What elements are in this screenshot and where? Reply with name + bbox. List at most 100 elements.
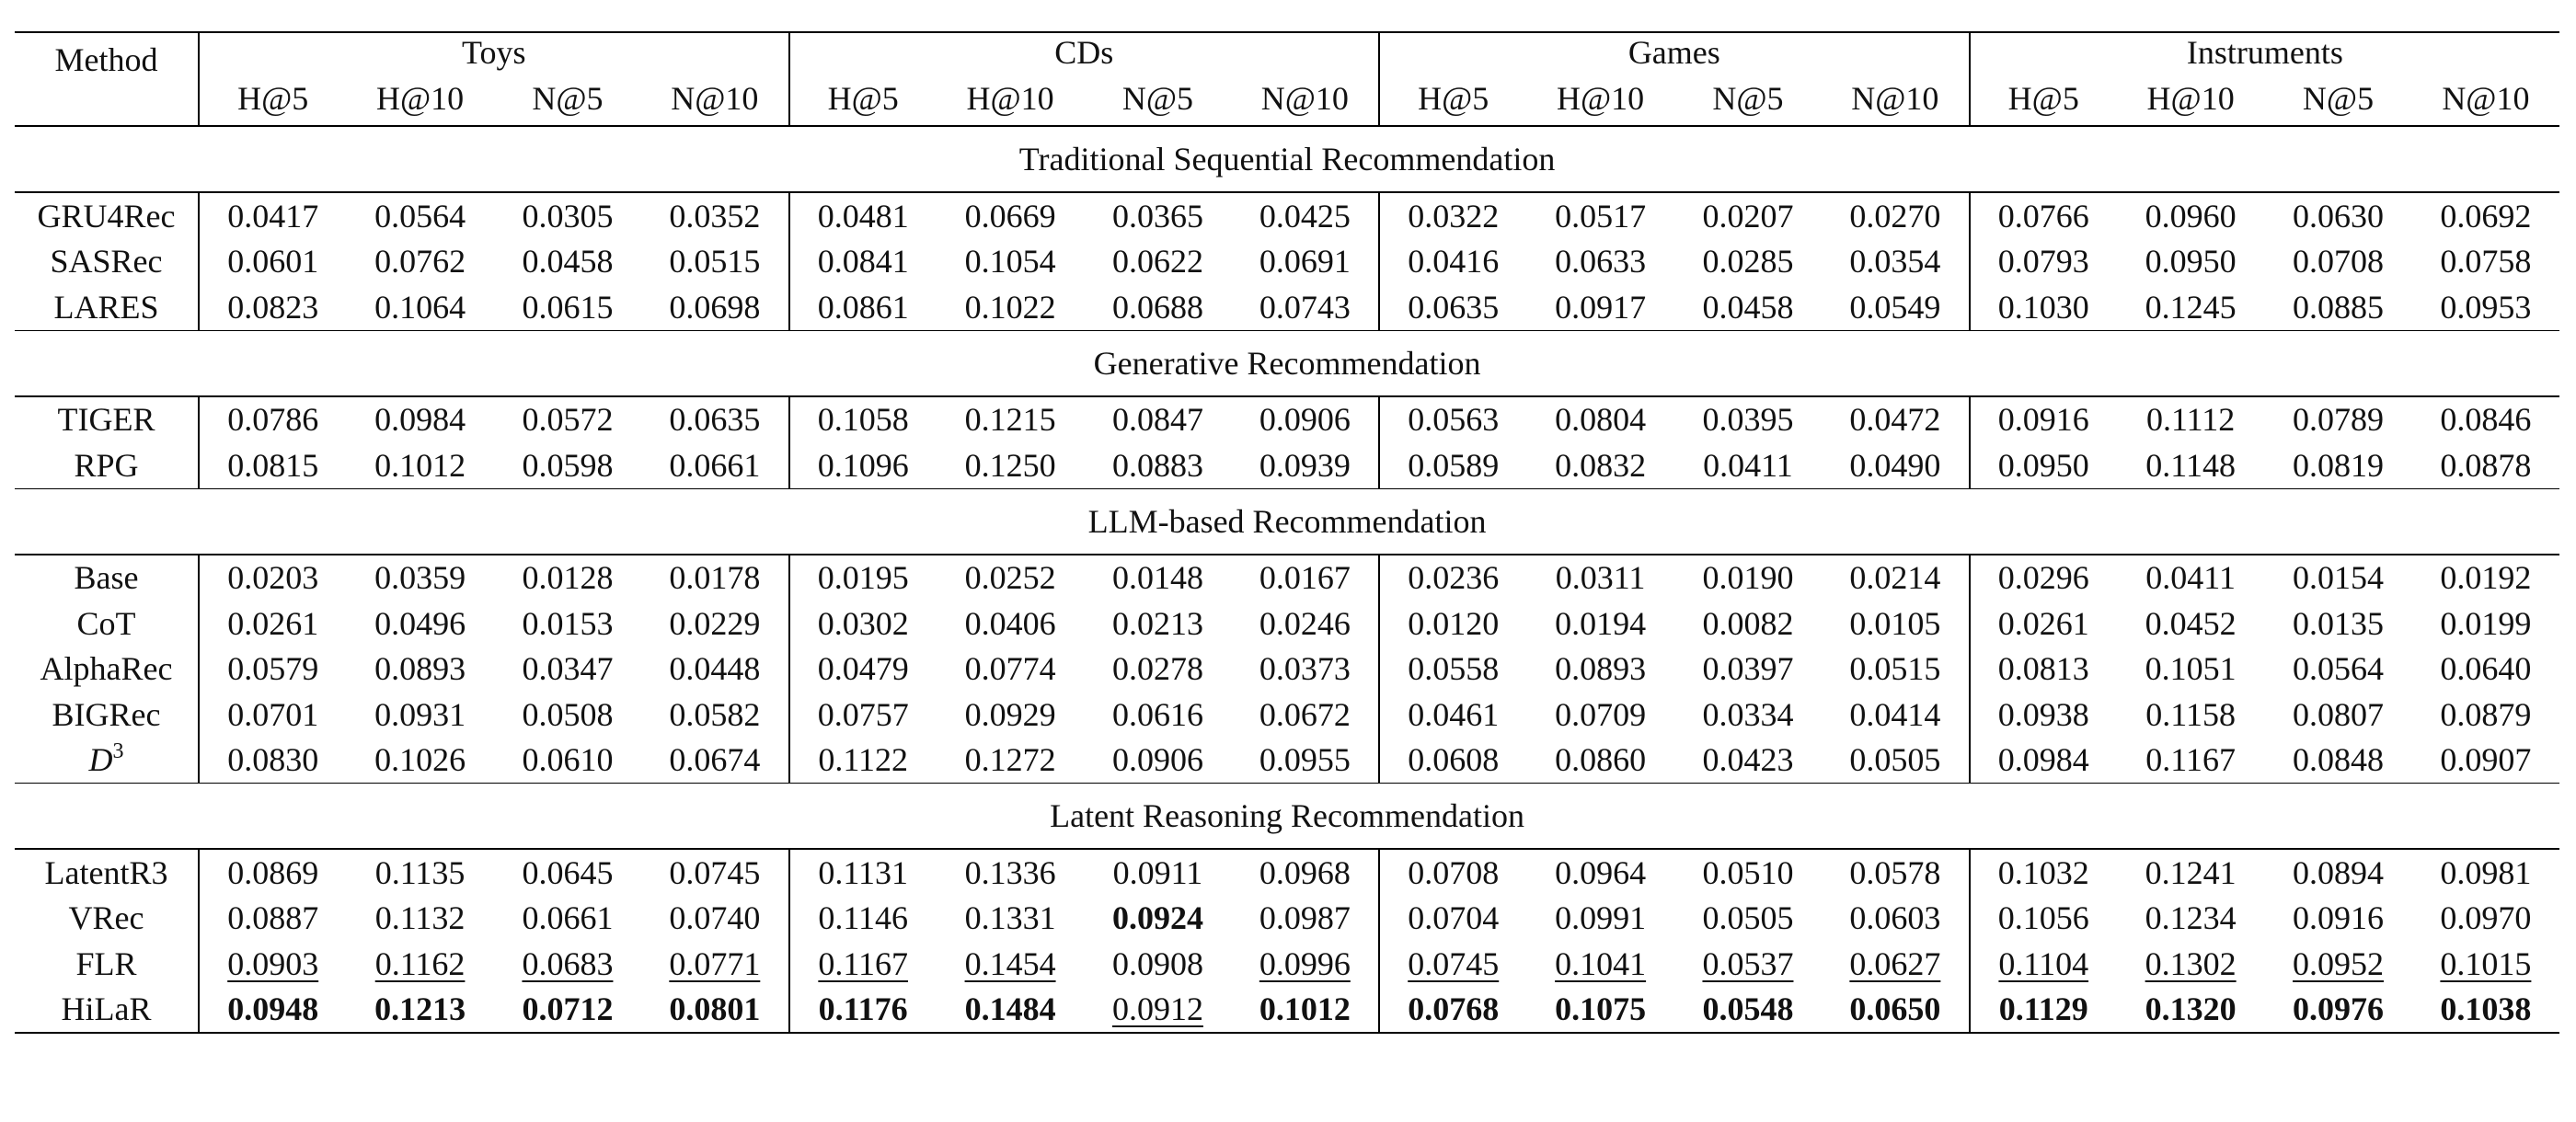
metric-value: 0.0406: [964, 604, 1056, 642]
value-cell: 0.0894: [2264, 849, 2411, 896]
value-cell: 0.0416: [1378, 238, 1527, 284]
metric-value: 0.1056: [1997, 899, 2089, 937]
metric-value: 0.0616: [1111, 695, 1203, 733]
metric-value: 0.0955: [1259, 741, 1351, 779]
section-title: LLM-based Recommendation: [15, 487, 2560, 555]
value-cell: 0.0322: [1378, 192, 1527, 239]
dataset-header-toys: Toys: [198, 31, 789, 72]
value-cell: 0.1041: [1526, 941, 1673, 987]
value-cell: 0.0616: [1084, 692, 1231, 738]
value-cell: 0.0893: [346, 647, 493, 693]
value-cell: 0.0645: [494, 849, 641, 896]
metric-value: 0.1148: [2145, 446, 2236, 484]
value-cell: 0.0991: [1526, 896, 1673, 942]
metric-value: 0.0939: [1259, 446, 1351, 484]
metric-value: 0.0801: [669, 990, 761, 1028]
value-cell: 0.0472: [1822, 396, 1969, 443]
metric-value: 0.0745: [669, 853, 761, 891]
value-cell: 0.0672: [1232, 692, 1379, 738]
value-cell: 0.0194: [1526, 601, 1673, 647]
metric-value: 0.0924: [1111, 899, 1203, 937]
metric-value: 0.0789: [2293, 401, 2384, 439]
value-cell: 0.0622: [1084, 239, 1231, 285]
metric-header-toys-n-10: N@10: [641, 72, 789, 127]
value-cell: 0.1075: [1526, 986, 1674, 1034]
metric-value: 0.0105: [1849, 604, 1941, 642]
value-cell: 0.0246: [1232, 601, 1379, 647]
metric-value: 0.0448: [669, 650, 761, 688]
method-name: FLR: [75, 945, 137, 982]
metric-value: 0.0894: [2293, 853, 2384, 891]
metric-value: 0.0167: [1259, 559, 1351, 597]
value-cell: 0.0411: [1674, 442, 1822, 488]
metric-value: 0.0771: [669, 945, 761, 982]
method-name: Base: [74, 559, 139, 597]
metric-value: 0.0296: [1997, 559, 2089, 597]
metric-value: 0.0661: [522, 899, 614, 937]
metric-value: 0.1331: [964, 899, 1056, 937]
metric-value: 0.0669: [964, 197, 1056, 235]
value-cell: 0.0661: [641, 442, 788, 488]
value-cell: 0.0190: [1674, 555, 1822, 601]
metric-value: 0.0505: [1702, 899, 1794, 937]
metric-value: 0.0766: [1997, 197, 2089, 235]
value-cell: 0.0563: [1378, 395, 1527, 442]
metric-value: 0.0322: [1408, 197, 1500, 235]
metric-value: 0.0458: [522, 243, 614, 280]
value-cell: 0.0683: [494, 941, 641, 987]
value-cell: 0.0236: [1378, 554, 1527, 601]
value-cell: 0.0135: [2264, 601, 2411, 647]
metric-value: 0.1162: [374, 945, 466, 982]
value-cell: 0.0762: [346, 239, 493, 285]
metric-header-toys-n-5: N@5: [493, 72, 642, 127]
metric-value: 0.1054: [964, 243, 1056, 280]
value-cell: 0.0917: [1526, 284, 1673, 330]
metric-value: 0.1484: [964, 990, 1056, 1028]
value-cell: 0.1213: [346, 986, 494, 1034]
value-cell: 0.0414: [1822, 692, 1969, 738]
method-name-superscript: 3: [112, 739, 124, 764]
table-row: FLR 0.0903 0.1162 0.0683 0.0771 0.1167 0.1454 0…: [15, 941, 2559, 987]
value-cell: 0.0635: [641, 396, 788, 443]
value-cell: 0.0423: [1674, 738, 1822, 784]
metric-value: 0.0887: [227, 899, 319, 937]
value-cell: 0.0841: [788, 238, 937, 284]
metric-value: 0.1015: [2440, 945, 2532, 982]
value-cell: 0.1022: [937, 284, 1084, 330]
value-cell: 0.0395: [1674, 396, 1822, 443]
table-row: BIGRec 0.0701 0.0931 0.0508 0.0582 0.0757 0.09…: [15, 692, 2559, 738]
metric-value: 0.0622: [1111, 243, 1203, 280]
value-cell: 0.0270: [1822, 192, 1969, 239]
metric-value: 0.0970: [2440, 899, 2532, 937]
metric-value: 0.0425: [1259, 197, 1351, 235]
value-cell: 0.1051: [2117, 647, 2264, 693]
metric-value: 0.0757: [817, 695, 909, 733]
value-cell: 0.0603: [1822, 896, 1969, 942]
metric-value: 0.0630: [2293, 197, 2384, 235]
value-cell: 0.0698: [641, 284, 788, 330]
value-cell: 0.0496: [346, 601, 493, 647]
value-cell: 0.0931: [346, 692, 493, 738]
metric-value: 0.0548: [1702, 990, 1794, 1028]
value-cell: 0.0192: [2412, 555, 2559, 601]
value-cell: 0.0508: [494, 692, 641, 738]
metric-value: 0.0635: [1408, 288, 1500, 326]
value-cell: 0.0373: [1232, 647, 1379, 693]
metric-value: 0.0154: [2293, 559, 2384, 597]
method-name: VRec: [68, 899, 144, 937]
metric-value: 0.1213: [374, 990, 466, 1028]
metric-value: 0.0610: [522, 741, 614, 779]
value-cell: 0.0458: [1674, 284, 1822, 330]
value-cell: 0.0996: [1232, 941, 1379, 987]
metric-value: 0.0708: [2293, 243, 2384, 280]
value-cell: 0.1112: [2117, 396, 2264, 443]
metric-value: 0.0768: [1408, 990, 1500, 1028]
value-cell: 0.0458: [494, 239, 641, 285]
metric-value: 0.1104: [1998, 945, 2089, 982]
metric-value: 0.0823: [227, 288, 319, 326]
metric-value: 0.1176: [818, 990, 908, 1028]
value-cell: 0.0579: [197, 646, 347, 692]
metric-value: 0.0907: [2440, 741, 2532, 779]
value-cell: 0.0549: [1822, 284, 1969, 330]
method-name: BIGRec: [52, 695, 161, 733]
